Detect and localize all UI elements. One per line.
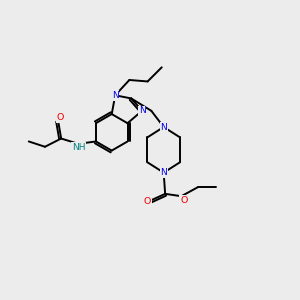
Text: O: O: [57, 113, 64, 122]
Text: O: O: [180, 196, 188, 205]
Text: N: N: [160, 168, 167, 177]
Text: O: O: [144, 197, 151, 206]
Text: N: N: [139, 106, 145, 115]
Text: N: N: [112, 91, 119, 100]
Text: N: N: [160, 122, 167, 131]
Text: NH: NH: [72, 143, 86, 152]
